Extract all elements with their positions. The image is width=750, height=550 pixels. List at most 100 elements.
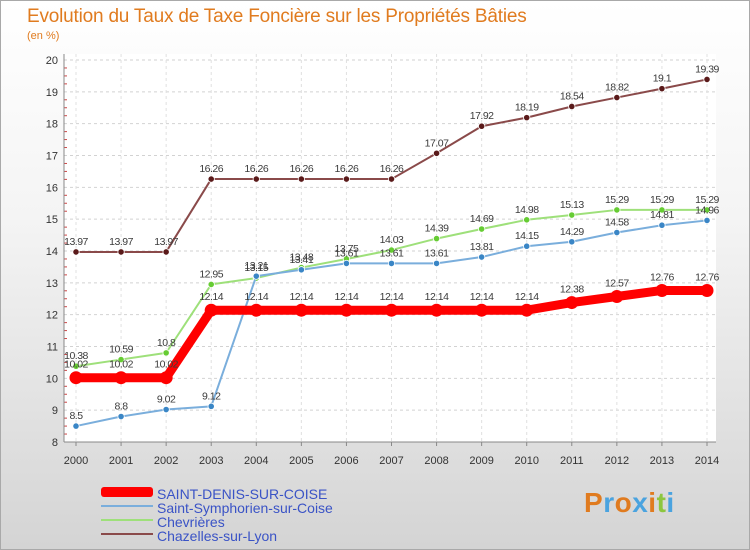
data-point [610,290,624,304]
legend-swatch [101,505,153,507]
data-point [385,303,398,317]
x-tick-label: 2003 [199,455,223,467]
data-point [162,405,170,414]
data-label: 13.81 [470,241,494,253]
data-label: 13.61 [380,247,404,259]
data-point [478,225,486,233]
data-label: 12.14 [289,291,313,303]
data-point [432,259,441,268]
data-label: 13.61 [425,247,449,259]
y-tick-label: 17 [46,151,58,163]
logo-letter: i [648,487,657,518]
y-tick-label: 14 [46,246,58,258]
legend-label: Chevrières [157,514,225,530]
data-point [703,206,711,214]
data-point [565,296,579,310]
data-label: 12.14 [380,291,404,303]
data-label: 9.02 [157,394,176,406]
y-tick-label: 18 [46,119,58,131]
data-label: 12.38 [560,284,584,296]
data-label: 10.8 [157,337,176,349]
data-point [523,216,531,224]
y-tick-label: 9 [52,405,58,417]
data-label: 17.92 [470,110,494,122]
data-point [523,242,531,250]
data-point [613,93,621,102]
data-label: 12.76 [650,271,674,283]
data-point [339,303,353,317]
series-saint-denis-sur-coise: 10.02 10.02 10.02 12.14 12.14 12.14 12.14 12.14… [64,271,720,385]
data-label: 10.02 [64,359,88,371]
y-axis-unit: (en %) [27,30,60,42]
data-label: 13.97 [64,236,88,248]
data-point [117,355,125,364]
data-point [252,175,260,183]
data-label: 13.21 [244,260,268,272]
data-point [252,272,260,280]
x-tick-label: 2001 [109,455,133,467]
data-label: 14.29 [560,226,584,238]
data-point [568,238,576,246]
data-label: 8.5 [69,410,83,422]
x-tick-label: 2013 [650,455,674,467]
x-tick-label: 2004 [244,455,268,467]
logo-letter: o [614,487,633,518]
data-point [658,206,666,214]
data-point [703,216,711,225]
data-label: 19.1 [653,73,672,85]
y-tick-label: 13 [46,278,58,290]
logo-letter: P [584,487,604,518]
y-tick-label: 16 [46,182,58,194]
data-label: 14.96 [695,204,719,216]
data-label: 12.14 [335,291,359,303]
data-point [613,206,621,214]
data-label: 17.07 [425,137,449,149]
data-point [69,371,83,385]
data-label: 13.61 [335,247,359,259]
data-label: 18.54 [560,90,584,102]
chart-title: Evolution du Taux de Taxe Foncière sur l… [27,6,527,27]
data-label: 13.48 [289,252,313,264]
data-label: 15.29 [695,194,719,206]
data-point [207,402,215,410]
data-label: 16.26 [289,163,313,175]
data-label: 12.57 [605,278,629,290]
data-label: 16.26 [199,163,223,175]
data-point [568,211,576,219]
legend-swatch [101,519,153,521]
data-point [114,371,128,385]
data-point [342,259,351,268]
data-point [568,102,576,111]
y-tick-label: 11 [47,342,58,354]
data-point [387,175,396,183]
data-label: 16.26 [244,163,268,175]
data-point [162,349,170,357]
x-tick-label: 2012 [605,455,629,467]
data-label: 12.14 [199,291,223,303]
y-tick-label: 10 [46,373,58,385]
data-label: 18.82 [605,82,629,94]
data-point [159,371,173,385]
data-label: 16.26 [380,163,404,175]
data-point [703,75,711,84]
proxiti-logo: Proxiti [584,487,675,519]
data-point [297,175,305,183]
data-point [162,248,170,256]
data-point [204,303,218,317]
data-label: 8.8 [115,401,129,413]
data-label: 12.14 [425,291,449,303]
data-point [520,303,534,317]
data-point [72,362,80,370]
data-label: 14.81 [650,209,674,221]
x-tick-label: 2006 [334,455,358,467]
legend-label: SAINT-DENIS-SUR-COISE [157,486,328,502]
data-point [249,303,263,317]
data-point [430,303,444,317]
y-tick-label: 20 [46,55,58,67]
x-tick-label: 2000 [64,455,88,467]
data-point [475,303,489,317]
data-label: 10.59 [109,344,133,356]
legend-swatch [101,533,153,535]
x-tick-label: 2011 [560,455,584,467]
